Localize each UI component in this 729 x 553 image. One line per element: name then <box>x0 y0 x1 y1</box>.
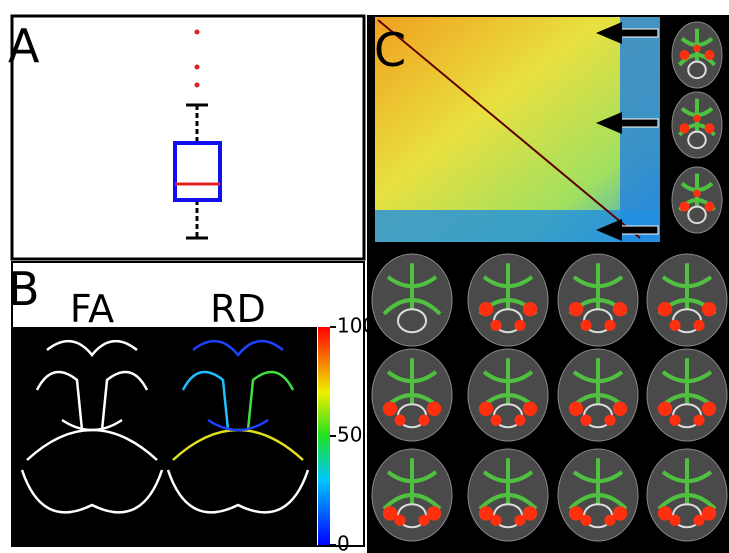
red-cluster <box>658 402 672 416</box>
red-cluster <box>693 515 704 526</box>
arrow-shaft <box>620 29 658 37</box>
red-cluster <box>669 415 680 426</box>
red-cluster <box>394 515 405 526</box>
arrow-shaft <box>620 119 658 127</box>
red-cluster <box>569 302 583 316</box>
red-cluster <box>479 302 493 316</box>
red-cluster <box>702 402 716 416</box>
image-title: RD <box>210 287 266 331</box>
tick-label: 0 <box>337 532 350 553</box>
panel-label: A <box>8 19 40 73</box>
box <box>175 143 220 200</box>
red-cluster <box>604 515 615 526</box>
red-cluster <box>693 415 704 426</box>
red-cluster <box>705 202 715 212</box>
red-cluster <box>569 402 583 416</box>
red-cluster <box>669 320 680 331</box>
red-cluster <box>418 515 429 526</box>
red-cluster <box>418 415 429 426</box>
red-cluster <box>580 320 591 331</box>
red-cluster <box>702 302 716 316</box>
red-cluster <box>490 415 501 426</box>
figure: A B FA RD 100500 C <box>0 0 729 553</box>
outlier <box>195 65 200 70</box>
red-cluster <box>523 302 537 316</box>
red-cluster <box>693 115 701 123</box>
red-cluster <box>490 515 501 526</box>
arrow-shaft <box>620 226 658 234</box>
panel-c: C <box>367 15 729 553</box>
red-cluster <box>680 202 690 212</box>
panel-label: B <box>8 262 40 316</box>
colorbar <box>318 327 330 545</box>
red-cluster <box>604 320 615 331</box>
red-cluster <box>604 415 615 426</box>
red-cluster <box>394 415 405 426</box>
red-cluster <box>514 415 525 426</box>
red-cluster <box>514 515 525 526</box>
red-cluster <box>669 515 680 526</box>
heatmap-band <box>620 17 660 242</box>
outlier <box>195 83 200 88</box>
red-cluster <box>693 320 704 331</box>
red-cluster <box>705 123 715 133</box>
red-cluster <box>580 415 591 426</box>
outlier <box>195 30 200 35</box>
red-cluster <box>658 302 672 316</box>
panel-a: A <box>8 16 364 259</box>
image-title: FA <box>70 287 114 331</box>
red-cluster <box>693 190 701 198</box>
red-cluster <box>680 50 690 60</box>
red-cluster <box>523 402 537 416</box>
tick-label: 50 <box>337 423 362 447</box>
red-cluster <box>383 402 397 416</box>
red-cluster <box>580 515 591 526</box>
red-cluster <box>693 45 701 53</box>
red-cluster <box>705 50 715 60</box>
red-cluster <box>613 402 627 416</box>
red-cluster <box>680 123 690 133</box>
red-cluster <box>490 320 501 331</box>
red-cluster <box>479 402 493 416</box>
panel-frame <box>12 16 364 259</box>
panel-label: C <box>374 23 406 77</box>
red-cluster <box>514 320 525 331</box>
red-cluster <box>613 302 627 316</box>
red-cluster <box>427 402 441 416</box>
